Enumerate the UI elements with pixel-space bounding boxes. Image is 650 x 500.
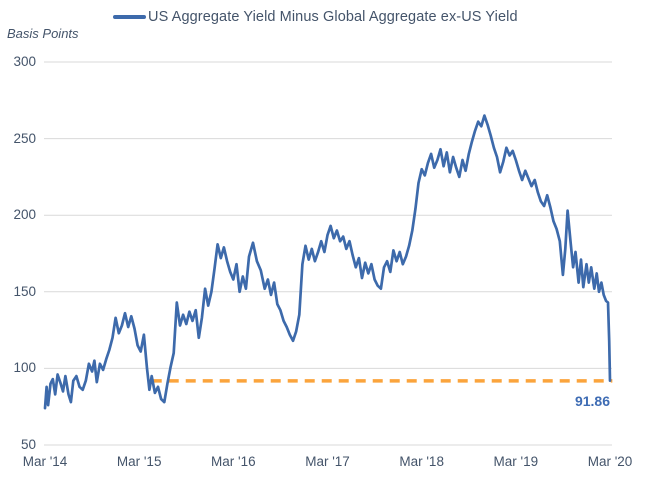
y-tick-label-300: 300: [13, 54, 36, 69]
y-tick-label-250: 250: [13, 130, 36, 146]
x-tick-label-3: Mar '16: [211, 454, 256, 469]
legend-label: US Aggregate Yield Minus Global Aggregat…: [148, 9, 518, 25]
x-tick-label-6: Mar '19: [493, 454, 539, 469]
legend: US Aggregate Yield Minus Global Aggregat…: [113, 9, 518, 25]
y-axis-unit-label: Basis Points: [7, 26, 79, 41]
x-tick-label-2: Mar '15: [116, 454, 162, 469]
y-tick-label-150: 150: [13, 283, 36, 299]
reference-value-label: 91.86: [574, 392, 610, 409]
y-tick-label-100: 100: [13, 360, 36, 376]
series-line: [43, 114, 612, 410]
x-tick-label-5: Mar '18: [399, 454, 444, 469]
x-tick-label-1: Mar '14: [22, 454, 68, 469]
x-tick-label-4: Mar '17: [305, 454, 350, 469]
x-tick-label-7: Mar '20: [587, 454, 633, 469]
legend-line-swatch: [113, 15, 146, 19]
y-tick-label-50: 50: [20, 437, 36, 452]
y-tick-label-200: 200: [13, 207, 36, 223]
